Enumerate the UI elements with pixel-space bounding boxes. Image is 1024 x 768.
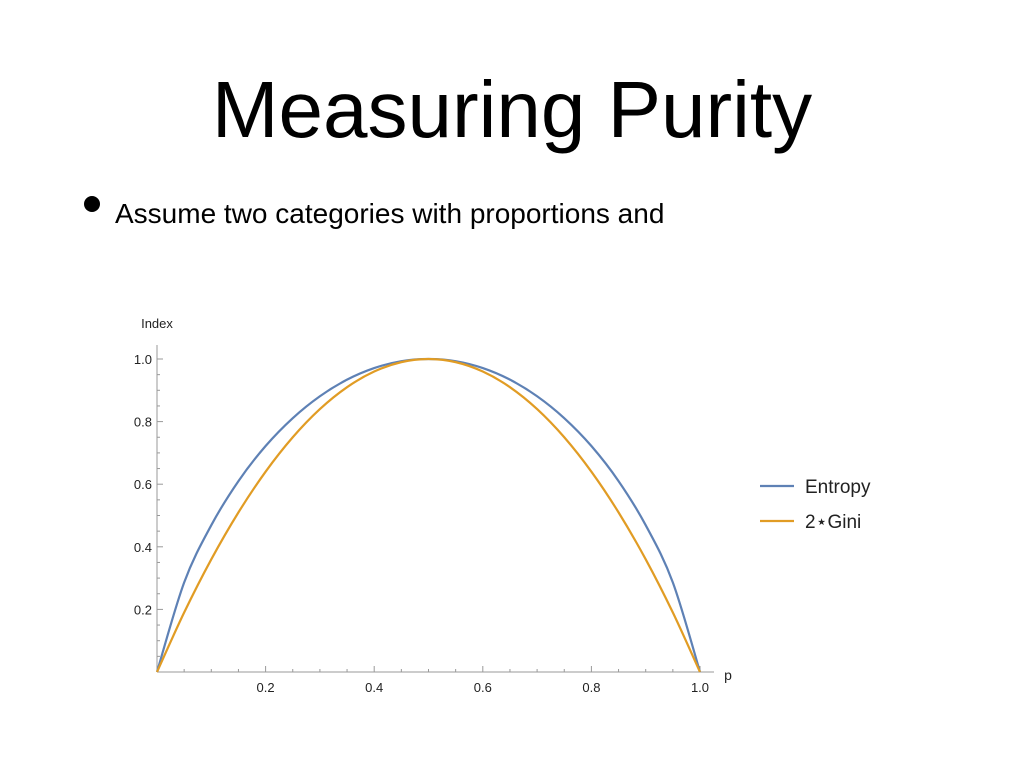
series-line-1	[155, 357, 702, 673]
bullet-dot-icon	[84, 196, 100, 212]
y-tick-label: 0.2	[134, 602, 152, 617]
x-tick-label: 0.4	[365, 680, 383, 695]
y-tick-label: 1.0	[134, 352, 152, 367]
series-line-0	[155, 357, 702, 673]
x-tick-label: 0.8	[582, 680, 600, 695]
y-tick-label: 0.4	[134, 540, 152, 555]
y-tick-label: 0.6	[134, 477, 152, 492]
legend-label: Entropy	[805, 477, 871, 498]
bullet-text: Assume two categories with proportions a…	[115, 198, 665, 229]
y-tick-label: 0.8	[134, 415, 152, 430]
slide-title: Measuring Purity	[211, 65, 813, 154]
x-tick-label: 1.0	[691, 680, 709, 695]
x-axis-label: p	[724, 667, 732, 683]
x-tick-label: 0.2	[257, 680, 275, 695]
x-tick-label: 0.6	[474, 680, 492, 695]
legend-label: 2⋆Gini	[805, 512, 861, 533]
y-axis-label: Index	[141, 316, 173, 331]
